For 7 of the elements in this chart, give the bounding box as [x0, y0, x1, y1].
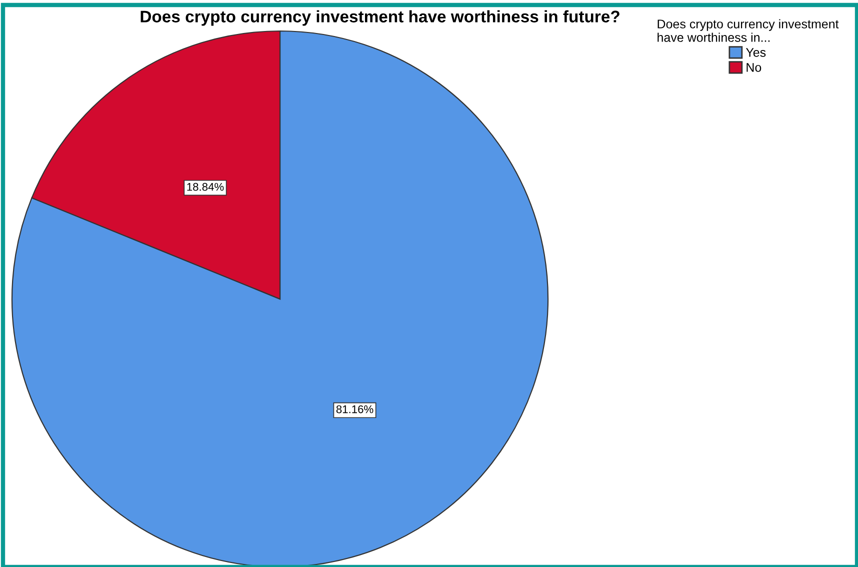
legend-label: Yes	[746, 48, 766, 57]
pie-slice	[11, 30, 549, 567]
data-label: 81.16%	[336, 405, 374, 414]
chart-title: Does crypto currency investment have worthiness in future?	[140, 10, 620, 26]
legend-title: Does crypto currency investment have worthiness in...	[658, 19, 839, 42]
data-label: 18.84%	[187, 182, 224, 191]
legend-label: No	[746, 63, 762, 72]
